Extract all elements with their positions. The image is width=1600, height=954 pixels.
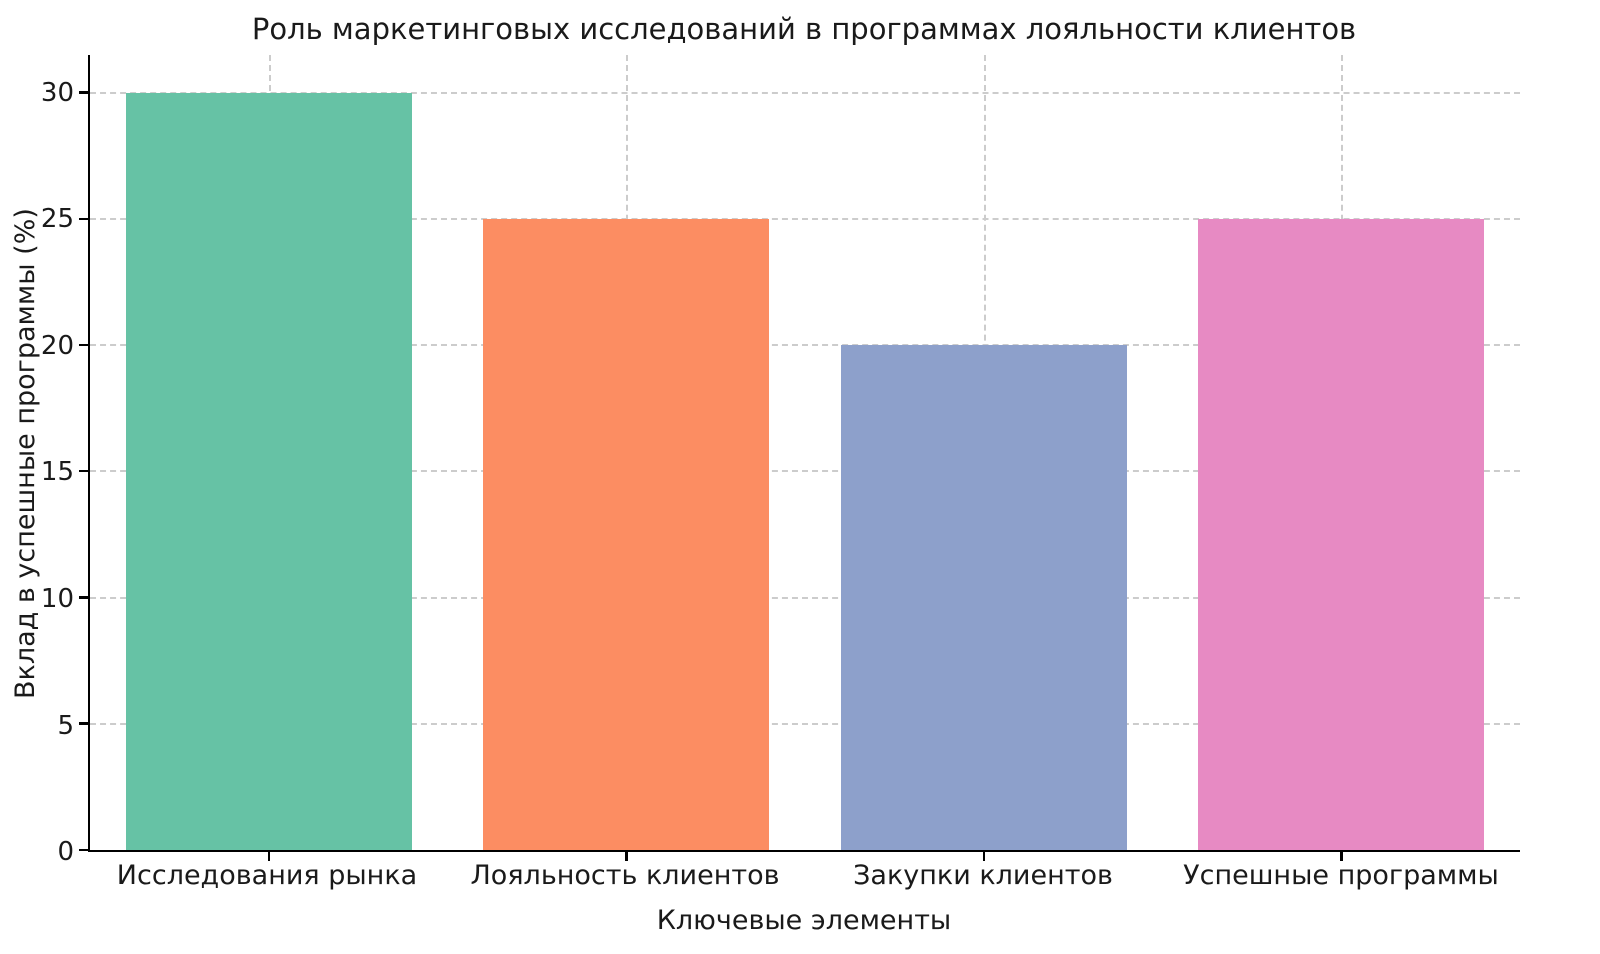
y-axis-tick [79, 469, 88, 473]
x-axis-tick [267, 852, 271, 861]
y-tick-label: 10 [40, 583, 74, 614]
x-tick-label: Лояльность клиентов [470, 860, 780, 891]
bar-4 [1198, 219, 1485, 850]
y-axis-tick [79, 91, 88, 94]
chart-title: Роль маркетинговых исследований в програ… [251, 12, 1357, 46]
x-axis-tick [1340, 852, 1343, 861]
y-axis-tick [79, 217, 88, 221]
y-tick-labels: 0 5 10 15 20 25 30 [0, 55, 74, 865]
y-axis-tick [79, 722, 88, 725]
x-tick-label: Закупки клиентов [853, 860, 1113, 891]
y-tick-label: 30 [40, 77, 74, 108]
x-tick-label: Успешные программы [1183, 860, 1499, 891]
y-tick-label: 0 [57, 837, 74, 867]
x-axis-label: Ключевые элементы [656, 905, 952, 936]
bar-3 [840, 345, 1127, 850]
bar-2 [483, 219, 770, 850]
plot-area [79, 55, 1520, 861]
y-tick-label: 25 [40, 204, 74, 235]
y-axis-tick [79, 343, 88, 347]
y-tick-label: 20 [40, 330, 74, 361]
x-tick-labels: Исследования рынка Лояльность клиентов Зак… [88, 862, 1520, 896]
y-axis-tick [79, 848, 88, 851]
x-axis-tick [982, 852, 986, 861]
y-tick-label: 15 [40, 457, 74, 488]
y-tick-label: 5 [57, 710, 74, 741]
bar-1 [125, 92, 412, 850]
y-axis-tick [79, 596, 88, 599]
x-tick-label: Исследования рынка [116, 860, 418, 891]
x-axis-tick [625, 852, 628, 861]
